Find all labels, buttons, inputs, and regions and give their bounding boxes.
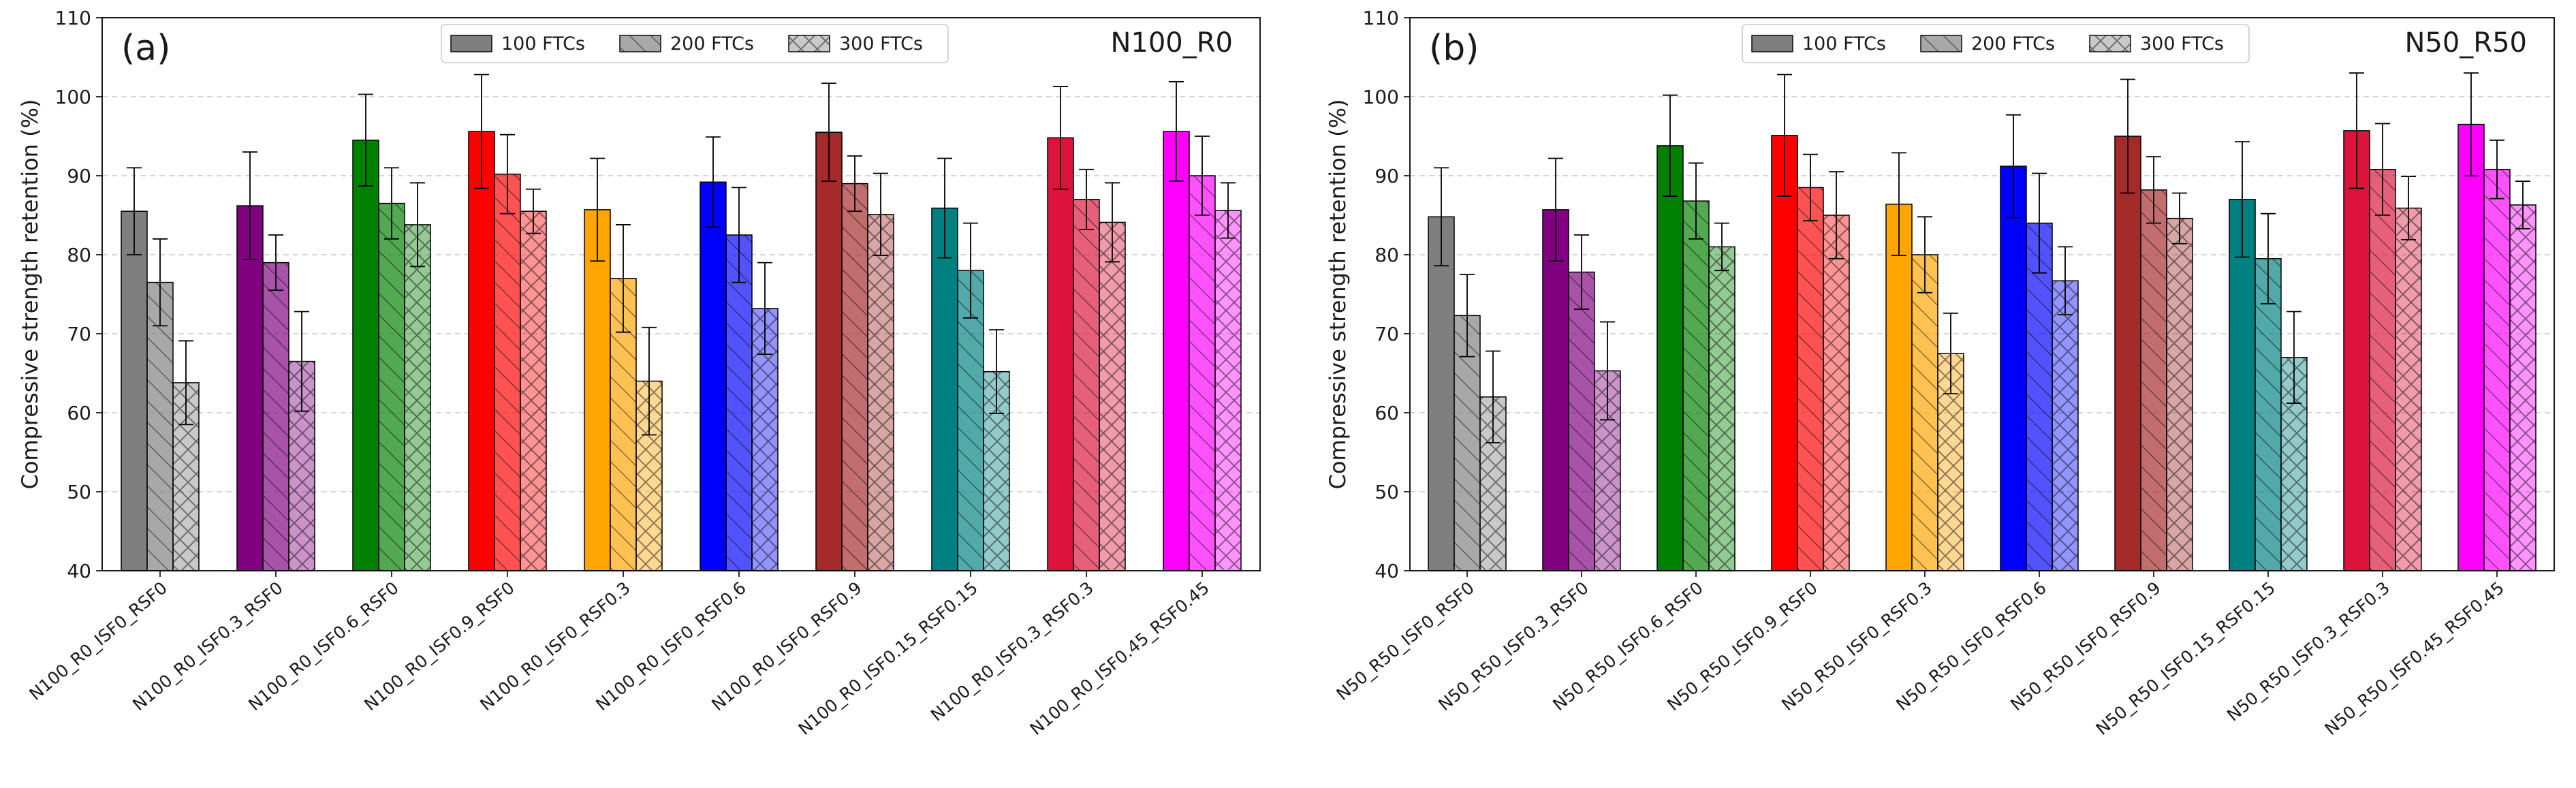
bar-100-ftcs bbox=[2343, 130, 2370, 571]
legend-box bbox=[441, 24, 949, 63]
y-tick-label: 110 bbox=[55, 7, 91, 29]
legend-label: 100 FTCs bbox=[1802, 33, 1886, 54]
bar-hatch bbox=[520, 211, 546, 571]
bar-100-ftcs bbox=[2114, 136, 2141, 571]
panel-label: (a) bbox=[121, 28, 170, 69]
legend-swatch bbox=[450, 35, 492, 52]
bar-100-ftcs bbox=[584, 209, 611, 571]
bar-hatch bbox=[1569, 272, 1595, 571]
bar-hatch bbox=[2026, 223, 2052, 571]
y-tick-label: 50 bbox=[1375, 481, 1399, 503]
bar-hatch bbox=[2255, 258, 2281, 571]
bar-100-ftcs bbox=[700, 181, 727, 571]
bar-100-ftcs bbox=[236, 205, 264, 571]
bar-100-ftcs bbox=[2457, 123, 2485, 571]
bar-hatch bbox=[868, 214, 894, 571]
bar-100-ftcs bbox=[1771, 135, 1798, 571]
bar-hatch bbox=[405, 224, 430, 571]
bar-hatch bbox=[1073, 199, 1099, 571]
bar-hatch bbox=[2167, 218, 2193, 571]
y-tick-label: 60 bbox=[1375, 402, 1399, 424]
bar-hatch bbox=[1454, 315, 1480, 571]
bar-hatch bbox=[263, 262, 289, 571]
legend-swatch-hatch bbox=[1921, 35, 1962, 52]
chart-title: N50_R50 bbox=[2404, 27, 2527, 59]
chart-title: N100_R0 bbox=[1110, 27, 1233, 59]
bar-hatch bbox=[1189, 176, 1215, 571]
y-tick-label: 40 bbox=[1375, 560, 1399, 582]
y-tick-label: 40 bbox=[67, 560, 91, 582]
bar-100-ftcs bbox=[1047, 137, 1074, 571]
x-tick-label: N50_R50_ISF0.15_RSF0.15 bbox=[2092, 578, 2279, 739]
legend-label: 100 FTCs bbox=[501, 33, 585, 54]
bar-hatch bbox=[1683, 201, 1709, 571]
y-tick-label: 90 bbox=[1375, 165, 1399, 187]
bar-100-ftcs bbox=[2229, 199, 2256, 571]
bar-100-ftcs bbox=[468, 131, 495, 571]
legend-label: 300 FTCs bbox=[839, 33, 923, 54]
y-axis-label: Compressive strength retention (%) bbox=[1325, 99, 1351, 489]
bar-hatch bbox=[1823, 215, 1849, 571]
bar-hatch bbox=[726, 235, 752, 571]
y-axis-label: Compressive strength retention (%) bbox=[17, 99, 43, 489]
bar-100-ftcs bbox=[1656, 145, 1684, 571]
bar-hatch bbox=[1912, 255, 1938, 571]
y-tick-label: 50 bbox=[67, 481, 91, 503]
bar-100-ftcs bbox=[121, 210, 148, 571]
bar-100-ftcs bbox=[1428, 216, 1455, 571]
bar-hatch bbox=[958, 270, 984, 571]
bar-hatch bbox=[494, 174, 520, 571]
bar-hatch bbox=[1099, 222, 1125, 571]
bar-100-ftcs bbox=[1542, 209, 1569, 571]
chart-panel-a: 405060708090100110N100_R0_ISF0_RSF0N100_… bbox=[17, 7, 1261, 739]
x-tick-label: N100_R0_ISF0.45_RSF0.45 bbox=[1026, 578, 1213, 739]
plot-frame bbox=[1409, 17, 2555, 571]
bar-100-ftcs bbox=[1885, 204, 1913, 571]
bar-hatch bbox=[2052, 281, 2078, 571]
legend-swatch-hatch bbox=[2090, 35, 2131, 52]
bar-hatch bbox=[2141, 189, 2167, 571]
bar-100-ftcs bbox=[815, 131, 843, 571]
bar-hatch bbox=[147, 282, 173, 571]
legend-swatch bbox=[1751, 35, 1793, 52]
bar-hatch bbox=[2370, 169, 2396, 571]
bar-hatch bbox=[1709, 247, 1735, 571]
plot-frame bbox=[101, 17, 1261, 571]
legend-label: 200 FTCs bbox=[670, 33, 754, 54]
y-tick-label: 80 bbox=[1375, 244, 1399, 266]
y-tick-label: 70 bbox=[1375, 323, 1399, 345]
bar-100-ftcs bbox=[931, 207, 958, 571]
bar-hatch bbox=[1797, 187, 1823, 571]
bar-hatch bbox=[842, 183, 868, 571]
legend: 100 FTCs 200 FTCs 300 FTCs bbox=[441, 24, 949, 63]
bar-100-ftcs bbox=[352, 140, 379, 571]
y-tick-label: 100 bbox=[1363, 86, 1399, 108]
x-tick-label: N100_R0_ISF0.15_RSF0.15 bbox=[795, 578, 981, 739]
legend-label: 200 FTCs bbox=[1971, 33, 2055, 54]
bar-hatch bbox=[2510, 204, 2536, 571]
x-tick-label: N50_R50_ISF0.45_RSF0.45 bbox=[2321, 578, 2508, 739]
bar-hatch bbox=[2396, 208, 2421, 571]
y-tick-label: 110 bbox=[1363, 7, 1399, 29]
y-tick-label: 100 bbox=[55, 86, 91, 108]
bar-hatch bbox=[1215, 210, 1241, 571]
bar-hatch bbox=[2484, 169, 2510, 571]
bar-100-ftcs bbox=[2000, 166, 2027, 571]
y-tick-label: 70 bbox=[67, 323, 91, 345]
bar-100-ftcs bbox=[1163, 131, 1190, 571]
chart-panel-b: 405060708090100110N50_R50_ISF0_RSF0N50_R… bbox=[1325, 7, 2555, 739]
legend-label: 300 FTCs bbox=[2140, 33, 2224, 54]
legend-swatch-hatch bbox=[789, 35, 830, 52]
y-tick-label: 80 bbox=[67, 244, 91, 266]
legend: 100 FTCs 200 FTCs 300 FTCs bbox=[1742, 24, 2250, 63]
legend-box bbox=[1742, 24, 2250, 63]
y-tick-label: 60 bbox=[67, 402, 91, 424]
legend-swatch-hatch bbox=[620, 35, 661, 52]
bar-hatch bbox=[379, 203, 405, 571]
panel-label: (b) bbox=[1429, 28, 1479, 69]
y-tick-label: 90 bbox=[67, 165, 91, 187]
